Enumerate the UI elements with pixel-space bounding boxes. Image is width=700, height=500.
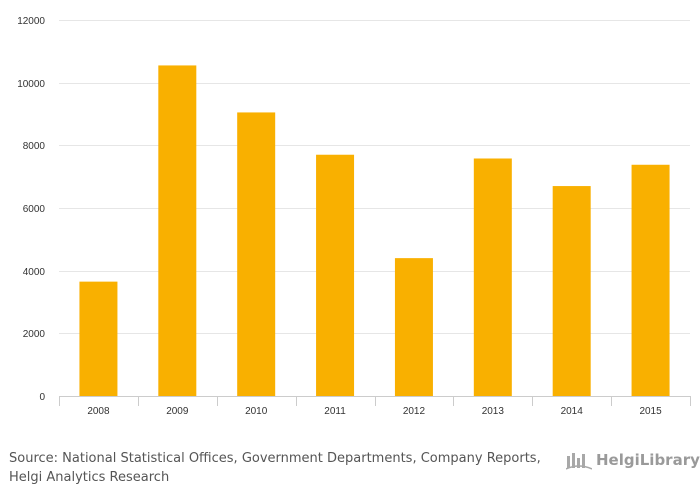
y-tick-label: 6000 [23, 204, 46, 215]
x-tick-label: 2010 [245, 406, 268, 417]
bar-2008[interactable] [79, 281, 118, 396]
source-line-2: Helgi Analytics Research [9, 470, 170, 485]
x-tick-label: 2015 [639, 406, 662, 417]
y-tick-label: 4000 [23, 267, 46, 278]
library-icon [566, 453, 592, 470]
x-axis-ticks [59, 396, 691, 406]
bar-2009[interactable] [158, 65, 197, 396]
y-axis-tick-labels: 0 2000 4000 6000 8000 10000 12000 [17, 16, 45, 403]
x-tick-label: 2013 [482, 406, 505, 417]
bar-2013[interactable] [473, 158, 512, 396]
y-tick-label: 2000 [23, 329, 46, 340]
bar-2014[interactable] [552, 186, 591, 396]
x-tick-label: 2011 [324, 406, 346, 417]
x-tick-label: 2014 [561, 406, 584, 417]
y-tick-label: 8000 [23, 141, 46, 152]
x-tick-label: 2008 [87, 406, 110, 417]
bar-2012[interactable] [394, 258, 433, 396]
bar-2015[interactable] [631, 164, 670, 396]
bar-2011[interactable] [316, 154, 355, 396]
source-line-1: Source: National Statistical Offices, Go… [9, 451, 541, 466]
bars [79, 65, 670, 396]
source-note: Source: National Statistical Offices, Go… [9, 449, 549, 487]
gridlines [59, 20, 690, 334]
helgi-library-logo: HelgiLibrary [566, 449, 700, 471]
y-tick-label: 10000 [17, 79, 45, 90]
logo-text: HelgiLibrary [596, 451, 700, 469]
y-tick-label: 0 [39, 392, 45, 403]
x-tick-label: 2012 [403, 406, 426, 417]
y-tick-label: 12000 [17, 16, 45, 27]
bar-chart: 0 2000 4000 6000 8000 10000 12000 2008 2009 2010… [17, 16, 691, 417]
x-tick-label: 2009 [166, 406, 189, 417]
x-axis-tick-labels: 2008 2009 2010 2011 2012 2013 2014 2015 [87, 406, 662, 417]
bar-2010[interactable] [237, 112, 276, 396]
